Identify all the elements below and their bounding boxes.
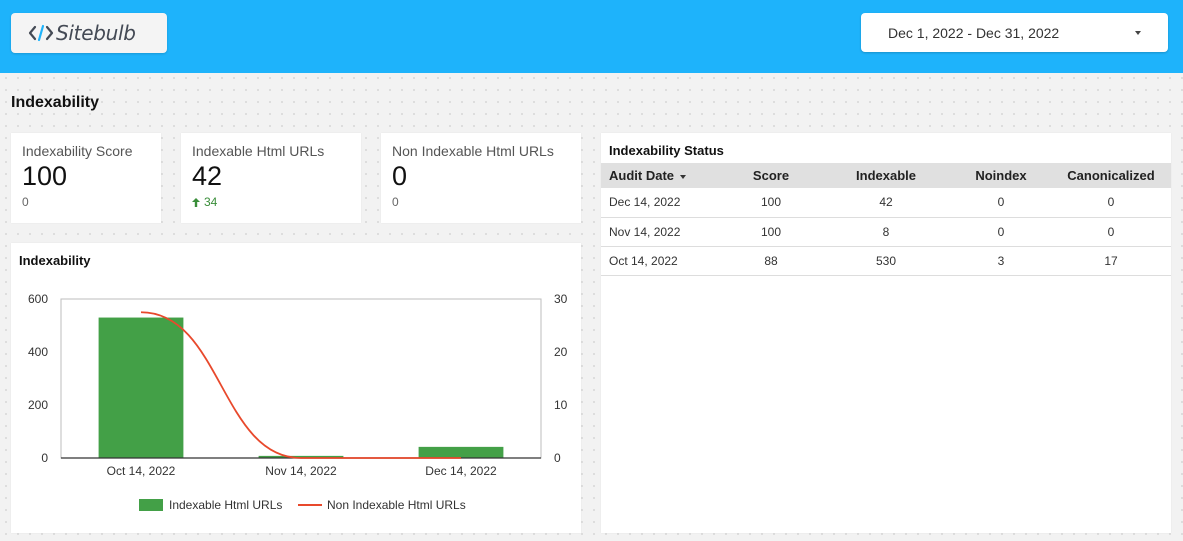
- kpi-comparison: 0: [392, 195, 399, 209]
- column-header-noindex[interactable]: Noindex: [975, 168, 1027, 183]
- kpi-label: Non Indexable Html URLs: [392, 143, 554, 159]
- logo-text: Sitebulb: [56, 21, 136, 45]
- indexability-status-table: Audit Date Score Indexable Noindex Canon…: [601, 163, 1171, 276]
- chart-title: Indexability: [19, 253, 91, 268]
- bar: [418, 446, 504, 458]
- kpi-label: Indexability Score: [22, 143, 133, 159]
- y2-axis-tick-label: 0: [554, 451, 561, 465]
- table-row: Nov 14, 2022 100 8 0 0: [601, 217, 1171, 247]
- kpi-card-non-indexable-html-urls: Non Indexable Html URLs 0 0: [381, 133, 581, 223]
- y-axis-tick-label: 400: [28, 345, 48, 359]
- arrow-up-icon: [192, 197, 200, 207]
- cell-canonicalized: 0: [1051, 217, 1171, 247]
- cell-noindex: 3: [951, 246, 1051, 276]
- cell-indexable: 42: [821, 188, 951, 218]
- chevron-down-icon: [1135, 31, 1141, 35]
- header-bar: Sitebulb Dec 1, 2022 - Dec 31, 2022: [0, 0, 1183, 73]
- sitebulb-logo[interactable]: Sitebulb: [11, 13, 167, 53]
- legend-swatch-bar: [139, 499, 163, 511]
- legend-label: Indexable Html URLs: [169, 498, 282, 512]
- y2-axis-tick-label: 20: [554, 345, 568, 359]
- table-header-row: Audit Date Score Indexable Noindex Canon…: [601, 163, 1171, 188]
- table-row: Dec 14, 2022 100 42 0 0: [601, 188, 1171, 218]
- date-range-value: Dec 1, 2022 - Dec 31, 2022: [888, 24, 1060, 41]
- code-brackets-icon: [28, 24, 54, 42]
- x-axis-tick-label: Oct 14, 2022: [107, 464, 176, 478]
- x-axis-tick-label: Nov 14, 2022: [265, 464, 337, 478]
- sort-descending-icon[interactable]: [680, 174, 686, 179]
- table-row: Oct 14, 2022 88 530 3 17: [601, 246, 1171, 276]
- cell-score: 100: [721, 188, 821, 218]
- x-axis-tick-label: Dec 14, 2022: [425, 464, 497, 478]
- indexability-chart-card: Indexability 0 200 400 600 0 10 20 30 Oct 14, 20…: [11, 243, 581, 533]
- y2-axis-tick-label: 30: [554, 292, 568, 306]
- column-header-audit-date[interactable]: Audit Date: [601, 163, 721, 188]
- cell-noindex: 0: [951, 188, 1051, 218]
- kpi-delta: 34: [192, 195, 217, 209]
- cell-audit-date: Oct 14, 2022: [601, 246, 721, 276]
- kpi-comparison: 0: [22, 195, 29, 209]
- cell-indexable: 8: [821, 217, 951, 247]
- legend-label: Non Indexable Html URLs: [327, 498, 466, 512]
- page-title: Indexability: [11, 94, 100, 111]
- kpi-value: 100: [22, 161, 68, 191]
- column-header-score[interactable]: Score: [752, 168, 790, 183]
- date-range-picker[interactable]: Dec 1, 2022 - Dec 31, 2022: [861, 13, 1168, 52]
- kpi-value: 42: [192, 161, 223, 191]
- indexability-status-card: Indexability Status Audit Date Score Ind…: [601, 133, 1171, 533]
- column-header-canonicalized[interactable]: Canonicalized: [1067, 168, 1155, 183]
- cell-canonicalized: 0: [1051, 188, 1171, 218]
- cell-noindex: 0: [951, 217, 1051, 247]
- kpi-label: Indexable Html URLs: [192, 143, 325, 159]
- bar: [98, 317, 184, 458]
- column-header-indexable[interactable]: Indexable: [856, 168, 916, 183]
- indexability-chart: 0 200 400 600 0 10 20 30 Oct 14, 2022 Nov 14, 202…: [28, 292, 568, 512]
- cell-canonicalized: 17: [1051, 246, 1171, 276]
- cell-audit-date: Dec 14, 2022: [601, 188, 721, 218]
- kpi-card-indexable-html-urls: Indexable Html URLs 42 34: [181, 133, 361, 223]
- y2-axis-tick-label: 10: [554, 398, 568, 412]
- kpi-card-indexability-score: Indexability Score 100 0: [11, 133, 161, 223]
- series-line: [140, 311, 461, 459]
- cell-audit-date: Nov 14, 2022: [601, 217, 721, 247]
- y-axis-tick-label: 0: [41, 451, 48, 465]
- cell-indexable: 530: [821, 246, 951, 276]
- y-axis-tick-label: 600: [28, 292, 48, 306]
- cell-score: 88: [721, 246, 821, 276]
- kpi-delta-value: 34: [204, 195, 218, 209]
- table-title: Indexability Status: [609, 143, 724, 158]
- kpi-value: 0: [392, 161, 408, 191]
- bar: [258, 455, 344, 458]
- cell-score: 100: [721, 217, 821, 247]
- y-axis-tick-label: 200: [28, 398, 48, 412]
